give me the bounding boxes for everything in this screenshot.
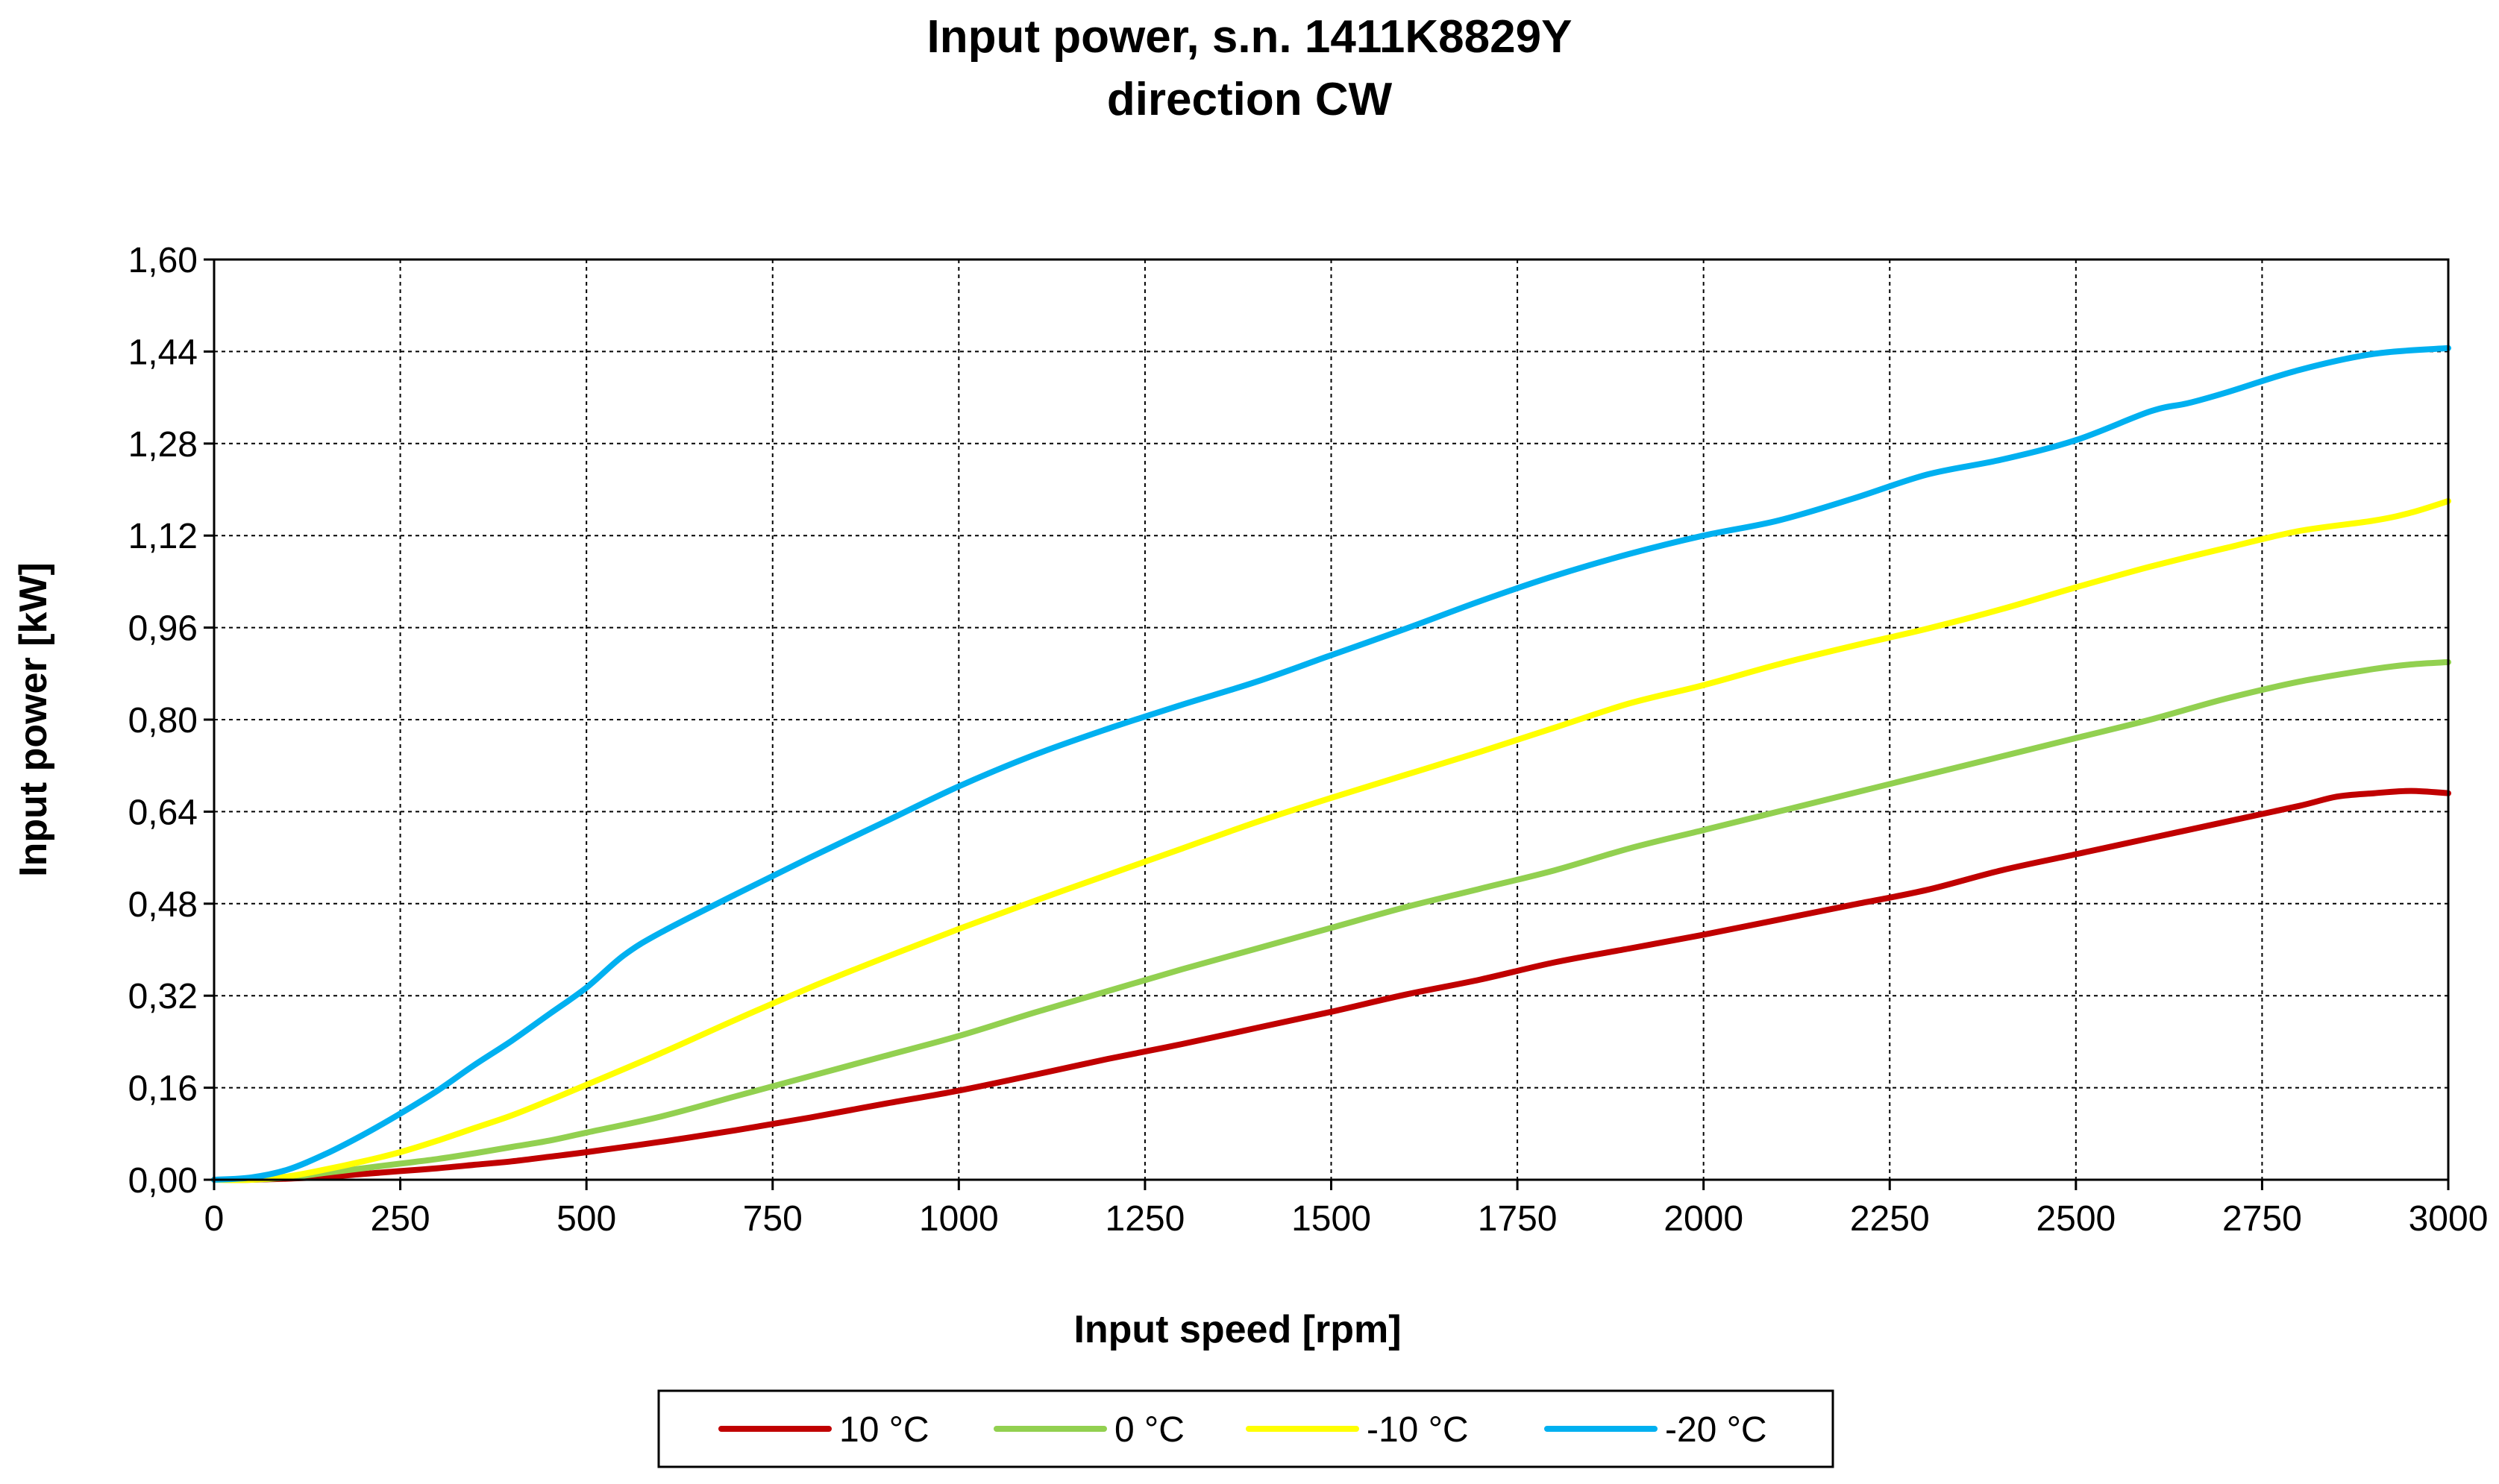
- x-tick-label: 2500: [2036, 1199, 2116, 1239]
- y-tick-label: 1,44: [128, 333, 198, 372]
- y-tick-label: 0,16: [128, 1069, 198, 1109]
- y-tick-label: 1,60: [128, 241, 198, 280]
- y-tick-label: 1,12: [128, 517, 198, 556]
- y-tick-label: 0,96: [128, 609, 198, 649]
- x-tick-label: 2250: [1850, 1199, 1930, 1239]
- chart-subtitle: direction CW: [1107, 74, 1393, 125]
- legend-label-1: 0 °C: [1114, 1410, 1185, 1450]
- series-line-2: [211, 497, 2451, 1183]
- y-tick-label: 0,00: [128, 1161, 198, 1201]
- x-tick-label: 750: [743, 1199, 803, 1239]
- y-tick-label: 0,48: [128, 885, 198, 925]
- plot-area: [213, 258, 2450, 1181]
- y-tick-label: 1,28: [128, 425, 198, 465]
- x-tick-label: 2750: [2222, 1199, 2302, 1239]
- legend-label-0: 10 °C: [839, 1410, 929, 1450]
- x-axis-label: Input speed [rpm]: [1073, 1308, 1401, 1351]
- y-tick-label: 0,32: [128, 977, 198, 1016]
- y-axis-ticks: 0,00 0,16 0,32 0,48 0,64 0,80 0,96 1,12 1,28 1,44…: [128, 241, 214, 1201]
- x-tick-label: 1000: [919, 1199, 999, 1239]
- y-axis-label: Input power [kW]: [12, 562, 55, 877]
- legend-label-3: -20 °C: [1665, 1410, 1767, 1450]
- series-line-1: [211, 658, 2451, 1183]
- legend: 10 °C 0 °C -10 °C -20 °C: [657, 1389, 1834, 1468]
- series-group: [211, 345, 2451, 1183]
- x-tick-label: 1250: [1106, 1199, 1185, 1239]
- x-tick-label: 1500: [1291, 1199, 1371, 1239]
- y-tick-label: 0,64: [128, 793, 198, 832]
- series-line-3: [211, 345, 2451, 1183]
- legend-label-2: -10 °C: [1367, 1410, 1469, 1450]
- x-tick-label: 3000: [2409, 1199, 2489, 1239]
- x-tick-label: 250: [371, 1199, 430, 1239]
- x-tick-label: 500: [556, 1199, 616, 1239]
- x-tick-label: 0: [204, 1199, 225, 1239]
- series-line-0: [211, 787, 2451, 1183]
- x-axis-ticks: 0 250 500 750 1000 1250 1500 1750 2000 2250 2500 27…: [204, 1180, 2489, 1239]
- x-tick-label: 1750: [1478, 1199, 1558, 1239]
- chart-title: Input power, s.n. 1411K8829Y: [927, 11, 1573, 63]
- y-tick-label: 0,80: [128, 701, 198, 741]
- x-tick-label: 2000: [1664, 1199, 1743, 1239]
- grid: [214, 260, 2448, 1180]
